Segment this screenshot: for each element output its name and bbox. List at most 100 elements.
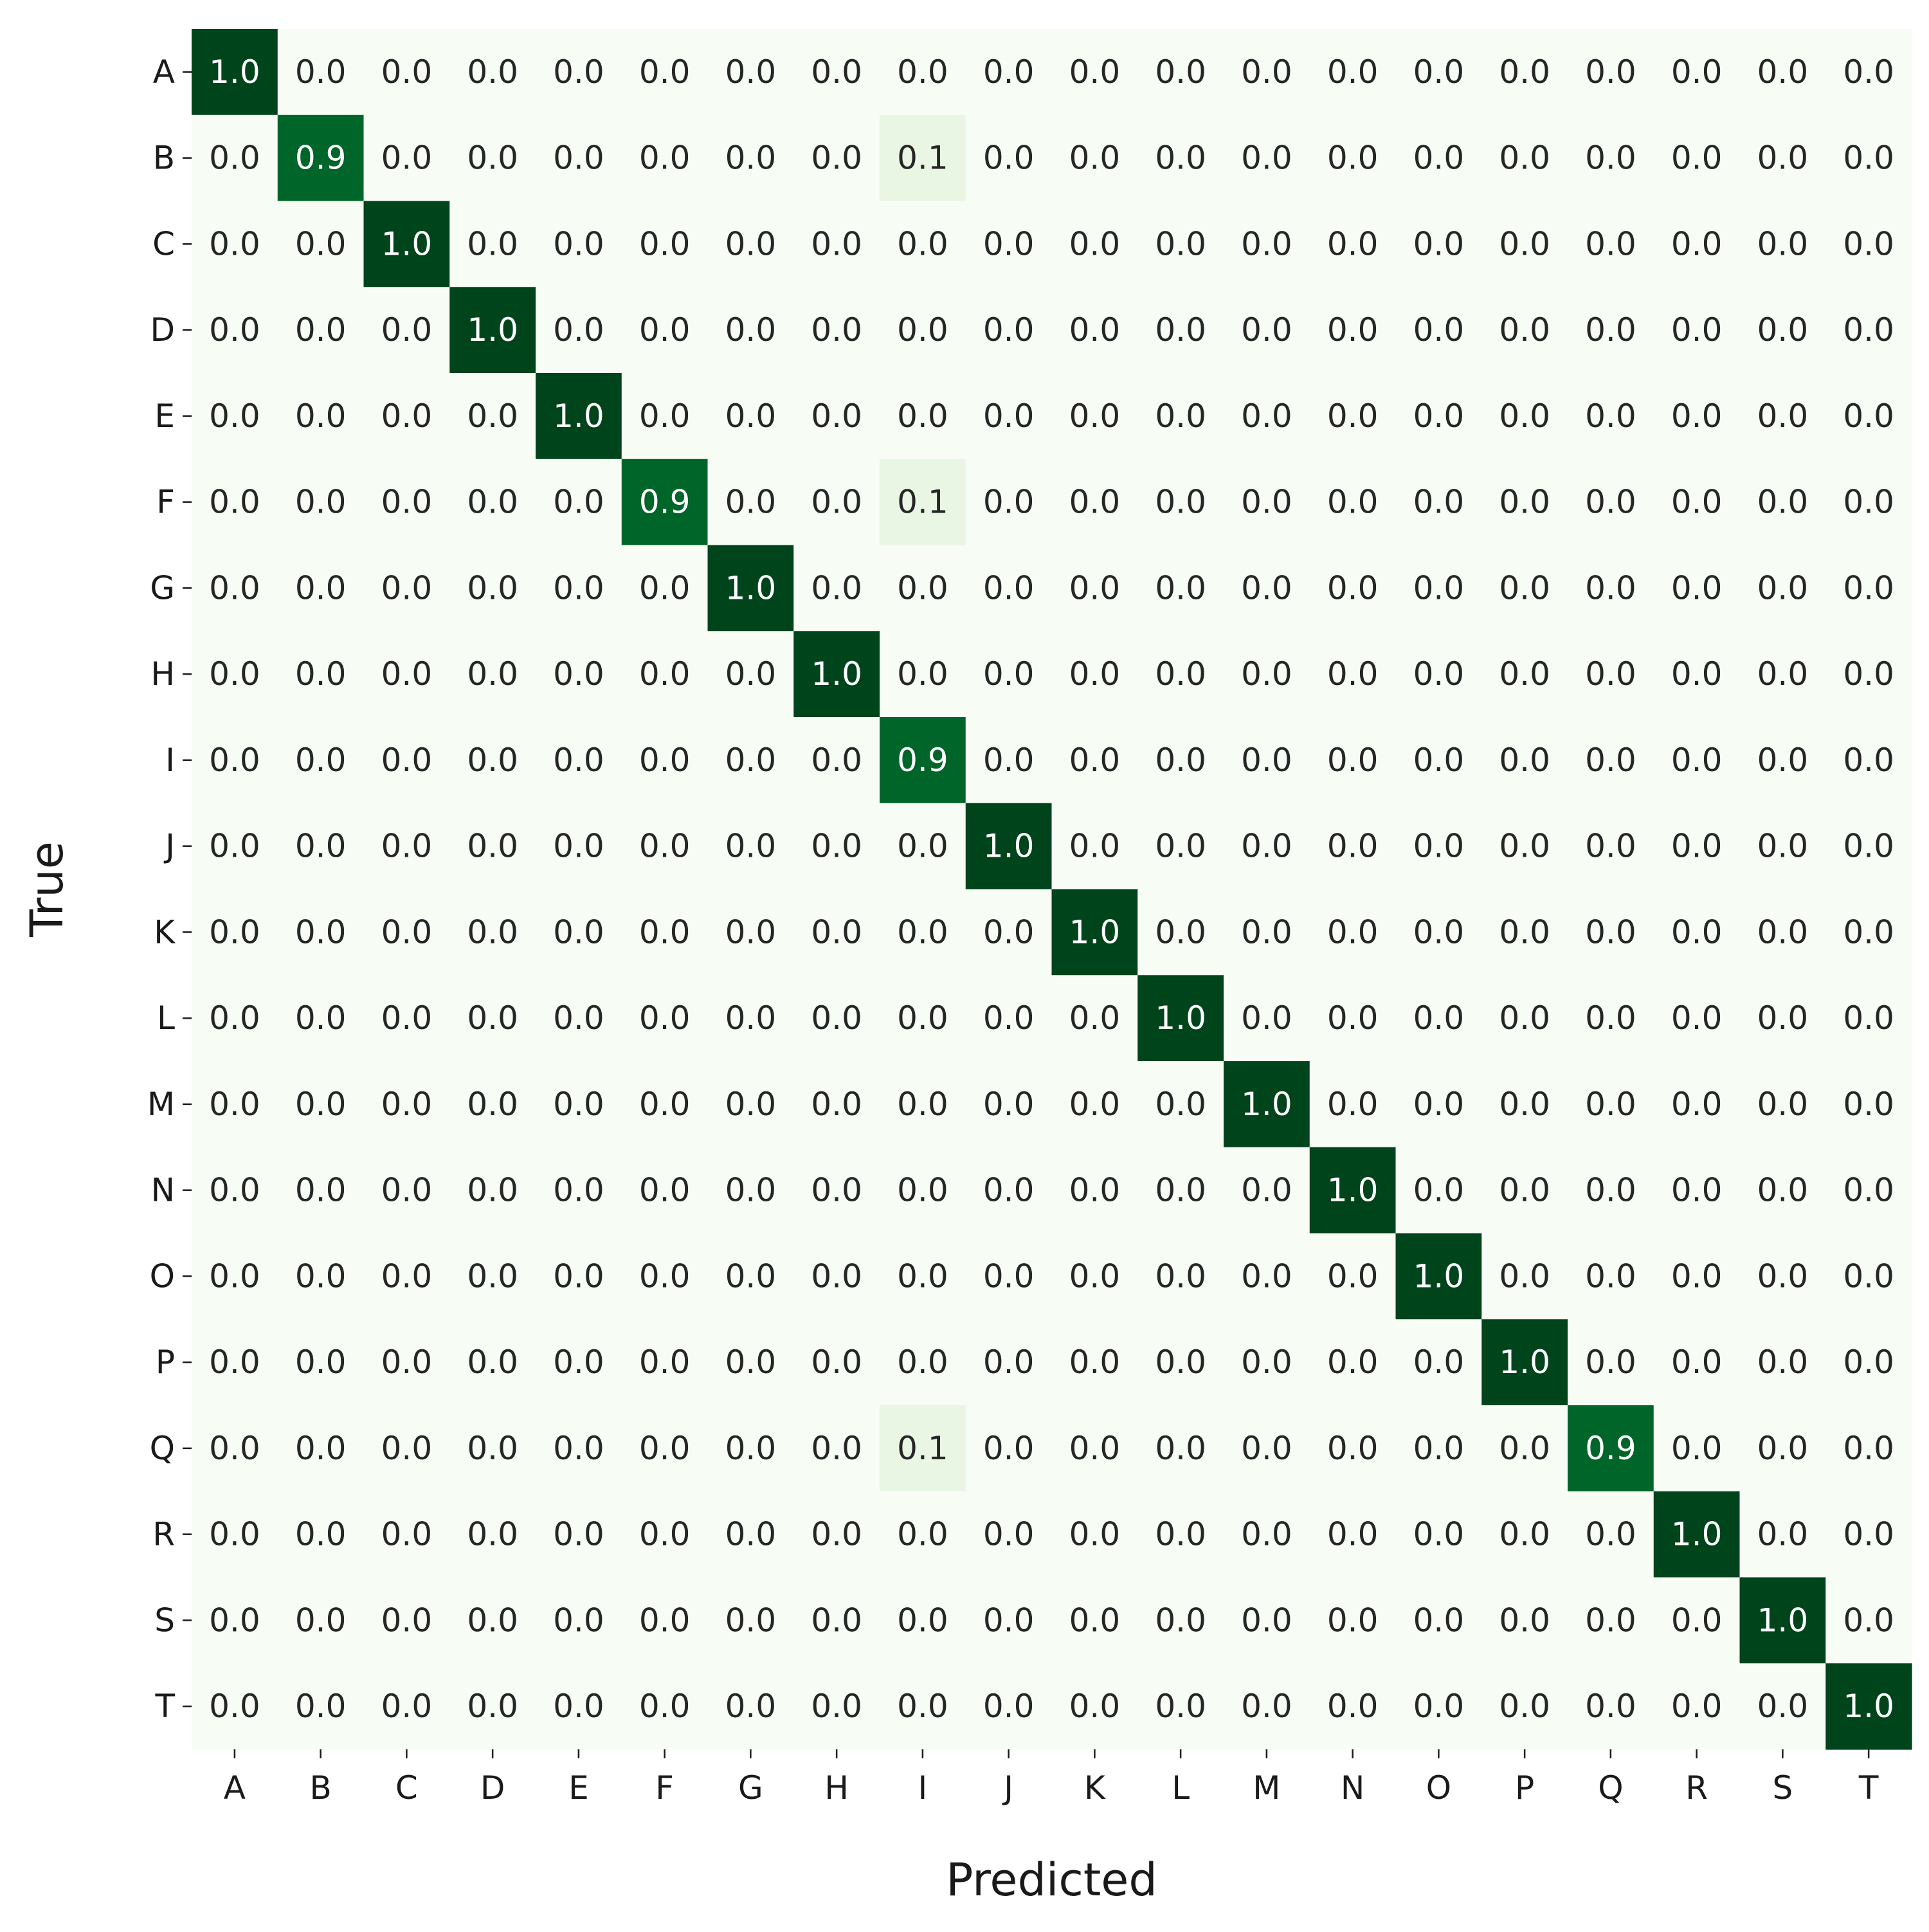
heatmap-cell-E-E xyxy=(536,373,622,460)
heatmap-cell-H-A xyxy=(192,631,278,718)
cell-value-B-J: 0.0 xyxy=(983,140,1035,177)
cell-value-L-D: 0.0 xyxy=(467,999,518,1037)
heatmap-cell-C-F xyxy=(621,201,709,287)
heatmap-cell-N-G xyxy=(707,1147,794,1234)
heatmap-cell-I-M xyxy=(1224,717,1310,804)
heatmap-cell-C-L xyxy=(1137,201,1224,287)
heatmap-cell-E-T xyxy=(1825,373,1912,460)
heatmap-cell-I-B xyxy=(277,717,365,804)
heatmap-cell-J-E xyxy=(536,803,622,890)
x-tick-label-D: D xyxy=(480,1769,505,1807)
heatmap-cell-T-B xyxy=(277,1663,365,1750)
cell-value-S-L: 0.0 xyxy=(1155,1601,1206,1639)
cell-value-B-T: 0.0 xyxy=(1843,140,1894,177)
heatmap-cell-A-A xyxy=(192,29,278,116)
cell-value-J-F: 0.0 xyxy=(639,828,691,865)
cell-value-S-B: 0.0 xyxy=(295,1601,347,1639)
cell-value-R-N: 0.0 xyxy=(1327,1516,1379,1553)
heatmap-cell-Q-O xyxy=(1395,1405,1482,1492)
heatmap-cell-G-G xyxy=(707,545,794,632)
cell-value-A-Q: 0.0 xyxy=(1585,53,1636,91)
heatmap-cell-F-K xyxy=(1051,459,1138,546)
heatmap-cell-O-D xyxy=(449,1233,536,1320)
cell-value-L-J: 0.0 xyxy=(983,999,1035,1037)
cell-value-P-B: 0.0 xyxy=(295,1344,347,1381)
cell-value-K-R: 0.0 xyxy=(1671,913,1723,951)
cell-value-G-J: 0.0 xyxy=(983,569,1035,606)
heatmap-cell-Q-R xyxy=(1653,1405,1741,1492)
heatmap-cell-F-R xyxy=(1653,459,1741,546)
cell-value-D-M: 0.0 xyxy=(1241,311,1292,349)
heatmap-cell-T-S xyxy=(1739,1663,1826,1750)
cell-value-F-O: 0.0 xyxy=(1413,484,1465,521)
y-tick-label-Q: Q xyxy=(150,1430,175,1467)
heatmap-cell-C-D xyxy=(449,201,536,287)
heatmap-cell-D-E xyxy=(536,287,622,374)
cell-value-J-L: 0.0 xyxy=(1155,828,1206,865)
heatmap-cell-L-D xyxy=(449,975,536,1062)
y-tick-label-H: H xyxy=(150,655,175,693)
heatmap-cell-T-L xyxy=(1137,1663,1224,1750)
heatmap-cell-B-B xyxy=(277,114,365,202)
heatmap-cell-H-P xyxy=(1481,631,1568,718)
cell-value-N-P: 0.0 xyxy=(1499,1172,1550,1209)
heatmap-cell-Q-S xyxy=(1739,1405,1826,1492)
heatmap-cell-B-C xyxy=(363,114,450,202)
cell-value-H-L: 0.0 xyxy=(1155,655,1206,693)
heatmap-cell-K-F xyxy=(621,889,709,976)
heatmap-cell-K-N xyxy=(1309,889,1397,976)
heatmap-cell-Q-Q xyxy=(1568,1405,1654,1492)
x-tick-label-T: T xyxy=(1858,1769,1879,1807)
heatmap-cell-L-Q xyxy=(1568,975,1654,1062)
heatmap-cell-P-T xyxy=(1825,1319,1912,1406)
cell-value-J-C: 0.0 xyxy=(381,828,433,865)
heatmap-cell-A-H xyxy=(793,29,880,116)
heatmap-cell-G-R xyxy=(1653,545,1741,632)
heatmap-cell-C-S xyxy=(1739,201,1826,287)
cell-value-L-C: 0.0 xyxy=(381,999,433,1037)
heatmap-cell-G-A xyxy=(192,545,278,632)
cell-value-K-P: 0.0 xyxy=(1499,913,1550,951)
heatmap-cell-E-F xyxy=(621,373,709,460)
cell-value-K-G: 0.0 xyxy=(725,913,777,951)
cell-value-T-H: 0.0 xyxy=(811,1688,862,1725)
heatmap-cell-R-Q xyxy=(1568,1491,1654,1578)
heatmap-cell-Q-L xyxy=(1137,1405,1224,1492)
cell-value-S-R: 0.0 xyxy=(1671,1601,1723,1639)
heatmap-cell-O-R xyxy=(1653,1233,1741,1320)
heatmap-cell-D-T xyxy=(1825,287,1912,374)
cell-value-J-E: 0.0 xyxy=(553,828,604,865)
cell-value-T-E: 0.0 xyxy=(553,1688,604,1725)
heatmap-cell-F-E xyxy=(536,459,622,546)
cell-value-E-F: 0.0 xyxy=(639,397,691,435)
cell-value-P-N: 0.0 xyxy=(1327,1344,1379,1381)
heatmap-cell-M-J xyxy=(965,1061,1053,1148)
cell-value-E-M: 0.0 xyxy=(1241,397,1292,435)
heatmap-cell-D-O xyxy=(1395,287,1482,374)
cell-value-Q-F: 0.0 xyxy=(639,1430,691,1467)
cell-value-D-P: 0.0 xyxy=(1499,311,1550,349)
heatmap-cell-M-O xyxy=(1395,1061,1482,1148)
heatmap-cell-M-A xyxy=(192,1061,278,1148)
heatmap-cell-R-I xyxy=(880,1491,966,1578)
cell-value-K-E: 0.0 xyxy=(553,913,604,951)
cell-value-L-I: 0.0 xyxy=(897,999,948,1037)
cell-value-D-A: 0.0 xyxy=(209,311,260,349)
cell-value-H-S: 0.0 xyxy=(1757,655,1809,693)
cell-value-G-S: 0.0 xyxy=(1757,569,1809,606)
y-tick-label-G: G xyxy=(150,569,175,606)
heatmap-cell-E-A xyxy=(192,373,278,460)
heatmap-cell-S-C xyxy=(363,1577,450,1664)
cell-value-R-C: 0.0 xyxy=(381,1516,433,1553)
cell-value-A-H: 0.0 xyxy=(811,53,862,91)
heatmap-cell-O-H xyxy=(793,1233,880,1320)
heatmap-cell-J-B xyxy=(277,803,365,890)
cell-value-N-F: 0.0 xyxy=(639,1172,691,1209)
cell-value-I-T: 0.0 xyxy=(1843,742,1894,779)
cell-value-T-K: 0.0 xyxy=(1069,1688,1121,1725)
heatmap-cell-J-G xyxy=(707,803,794,890)
x-tick-label-M: M xyxy=(1253,1769,1280,1807)
cell-value-B-P: 0.0 xyxy=(1499,140,1550,177)
heatmap-cell-S-J xyxy=(965,1577,1053,1664)
y-tick-label-M: M xyxy=(147,1086,175,1123)
